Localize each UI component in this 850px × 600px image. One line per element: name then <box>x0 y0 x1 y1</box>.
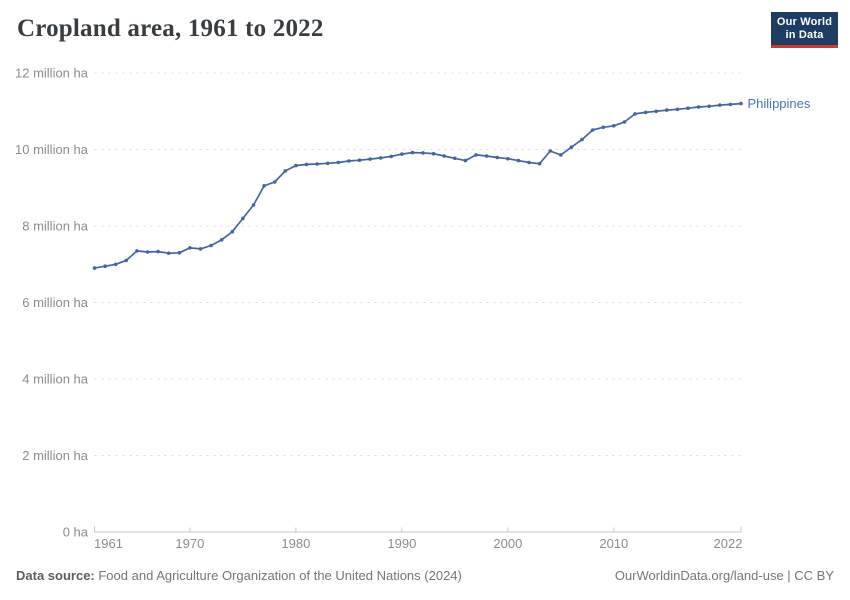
data-point[interactable] <box>548 149 552 153</box>
data-source-label: Data source: <box>16 567 95 583</box>
data-point[interactable] <box>156 249 160 254</box>
x-axis-label: 2022 <box>714 536 743 551</box>
attribution-link[interactable]: OurWorldinData.org/land-use | CC BY <box>614 567 834 583</box>
data-point[interactable] <box>103 264 107 269</box>
owid-logo-line2: in Data <box>785 28 824 41</box>
y-axis-label: 10 million ha <box>15 142 89 157</box>
x-axis-label: 1970 <box>175 536 204 551</box>
data-point[interactable] <box>177 251 182 255</box>
data-point[interactable] <box>601 125 605 130</box>
data-point[interactable] <box>378 156 383 160</box>
data-point[interactable] <box>198 247 203 251</box>
data-point[interactable] <box>166 251 171 255</box>
owid-logo-line1: Our World <box>776 16 833 28</box>
data-point[interactable] <box>315 162 319 166</box>
data-point[interactable] <box>675 107 680 112</box>
x-axis-label: 2010 <box>599 536 628 551</box>
data-point[interactable] <box>559 153 563 157</box>
data-point[interactable] <box>696 105 701 109</box>
y-axis-label: 0 ha <box>63 525 89 540</box>
data-point[interactable] <box>294 163 298 168</box>
data-point[interactable] <box>209 243 213 248</box>
data-point[interactable] <box>718 103 722 107</box>
y-axis-label: 8 million ha <box>22 219 89 234</box>
data-point[interactable] <box>484 154 489 158</box>
data-point[interactable] <box>707 104 711 109</box>
data-point[interactable] <box>241 216 245 221</box>
x-axis-label: 2000 <box>493 536 522 551</box>
x-axis-label: 1980 <box>281 536 310 551</box>
data-point[interactable] <box>686 106 690 110</box>
data-point[interactable] <box>569 145 574 149</box>
data-point[interactable] <box>92 266 97 270</box>
series-label[interactable]: Philippines <box>748 96 811 111</box>
data-point[interactable] <box>516 158 521 163</box>
chart-title: Cropland area, 1961 to 2022 <box>17 15 324 42</box>
data-point[interactable] <box>188 246 192 250</box>
data-point[interactable] <box>368 157 372 161</box>
data-source: Data source: Food and Agriculture Organi… <box>16 568 462 583</box>
data-point[interactable] <box>665 108 669 112</box>
data-point[interactable] <box>495 155 500 160</box>
data-point[interactable] <box>612 124 616 128</box>
data-point[interactable] <box>537 161 542 166</box>
data-point[interactable] <box>474 153 478 157</box>
chart-footer: Data source: Food and Agriculture Organi… <box>16 565 834 585</box>
data-point[interactable] <box>113 262 118 267</box>
data-point[interactable] <box>124 258 129 263</box>
data-point[interactable] <box>643 110 648 115</box>
data-point[interactable] <box>633 112 637 116</box>
data-point[interactable] <box>421 151 425 155</box>
data-point[interactable] <box>389 154 394 159</box>
data-point[interactable] <box>325 161 330 166</box>
data-point[interactable] <box>590 128 595 132</box>
data-point[interactable] <box>442 154 447 158</box>
series-line[interactable] <box>93 102 742 269</box>
data-point[interactable] <box>272 180 277 184</box>
data-point[interactable] <box>357 158 362 162</box>
owid-logo: Our World in Data <box>771 12 838 48</box>
data-point[interactable] <box>506 156 510 161</box>
data-point[interactable] <box>622 120 627 124</box>
data-source-text: Food and Agriculture Organization of the… <box>94 567 462 583</box>
data-point[interactable] <box>145 250 150 254</box>
data-point[interactable] <box>463 158 468 163</box>
data-point[interactable] <box>283 169 288 173</box>
data-point[interactable] <box>410 150 415 155</box>
data-point[interactable] <box>251 203 256 207</box>
data-point[interactable] <box>580 137 584 142</box>
data-point[interactable] <box>336 160 341 165</box>
x-axis <box>94 526 742 533</box>
data-point[interactable] <box>400 152 404 156</box>
data-point[interactable] <box>739 101 743 106</box>
data-point[interactable] <box>347 159 351 163</box>
data-point[interactable] <box>527 160 531 165</box>
data-point[interactable] <box>453 156 457 161</box>
x-axis-label: 1961 <box>94 536 123 551</box>
data-point[interactable] <box>262 184 266 188</box>
data-point[interactable] <box>654 109 658 114</box>
data-point[interactable] <box>230 229 235 234</box>
data-point[interactable] <box>304 162 309 167</box>
y-axis-label: 4 million ha <box>22 372 89 387</box>
x-axis-label: 1990 <box>387 536 416 551</box>
data-point[interactable] <box>219 238 224 242</box>
y-axis-label: 2 million ha <box>22 448 89 463</box>
y-axis-label: 6 million ha <box>22 295 89 310</box>
data-point[interactable] <box>431 151 436 156</box>
y-axis-label: 12 million ha <box>15 66 89 81</box>
data-point[interactable] <box>135 249 139 253</box>
data-point[interactable] <box>728 102 733 107</box>
